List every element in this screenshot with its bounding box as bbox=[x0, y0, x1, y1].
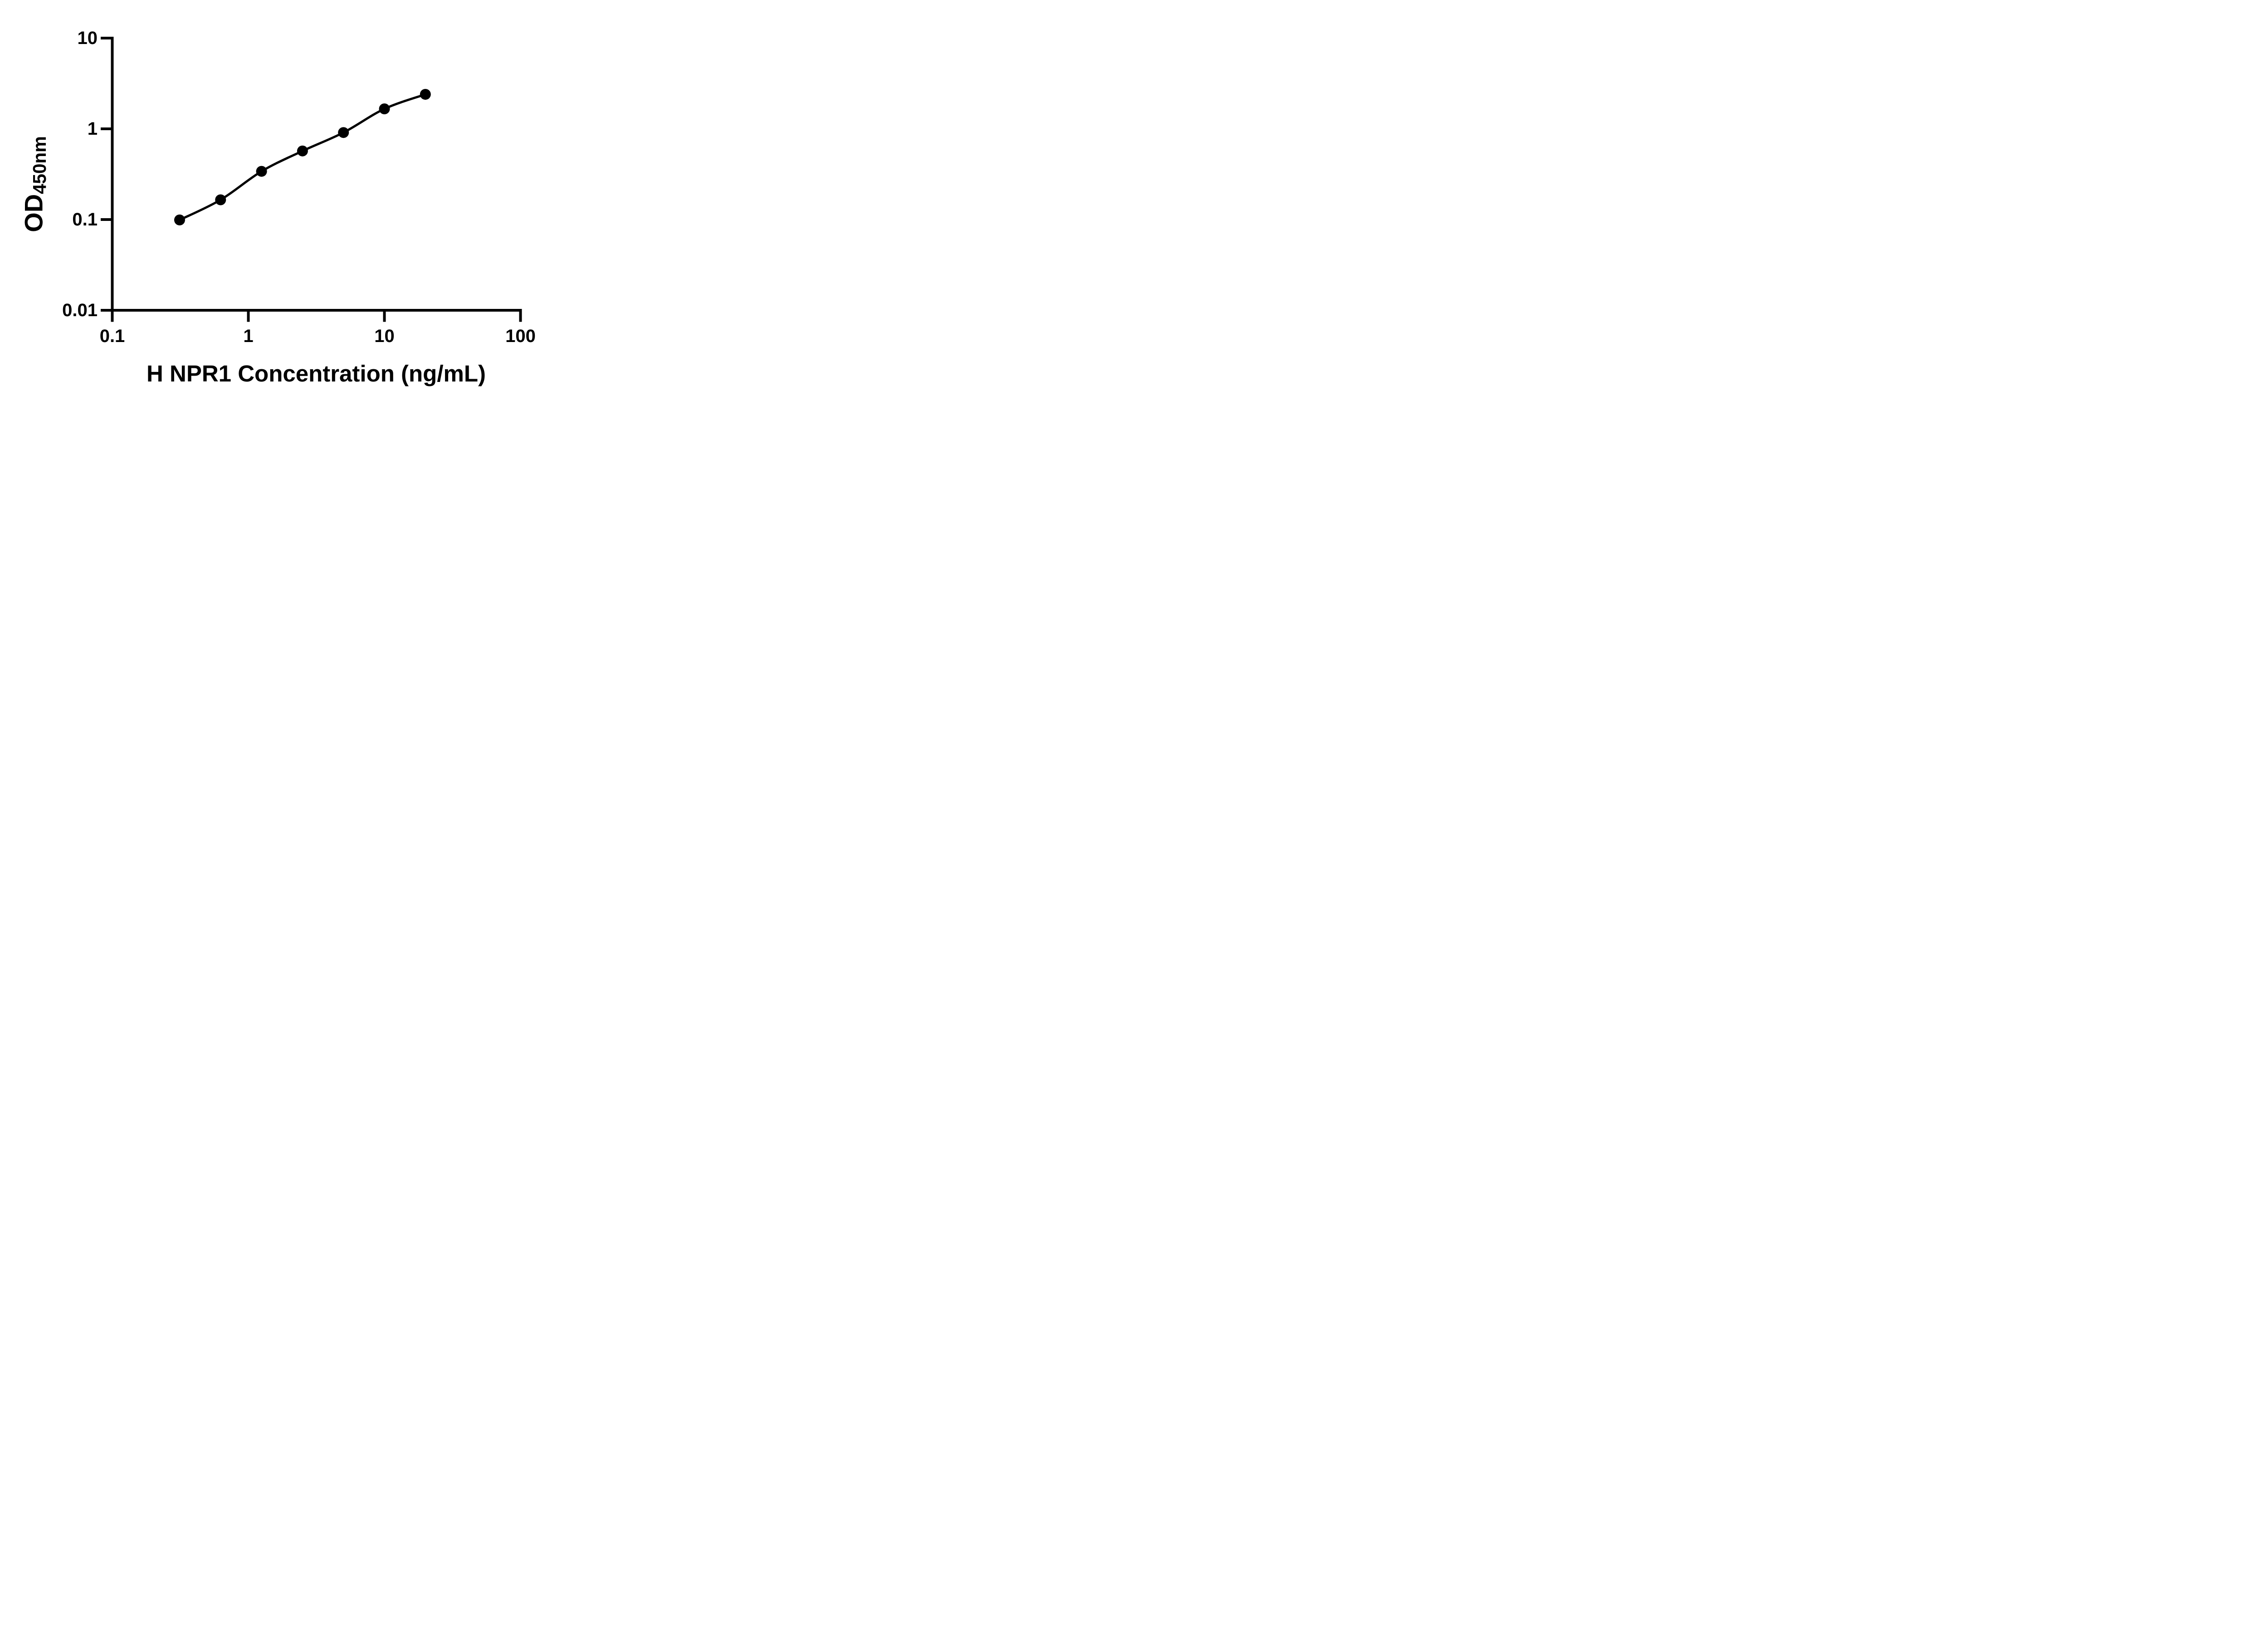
y-tick-mark bbox=[101, 127, 111, 130]
data-point-marker bbox=[338, 127, 349, 138]
x-tick-mark bbox=[383, 312, 386, 322]
data-point-marker bbox=[420, 88, 431, 100]
x-tick-mark bbox=[111, 312, 114, 322]
x-tick-mark bbox=[519, 312, 522, 322]
x-axis-title: H NPR1 Concentration (ng/mL) bbox=[147, 361, 486, 386]
data-point-marker bbox=[379, 103, 390, 114]
y-tick-label: 0.01 bbox=[62, 300, 98, 320]
x-tick-mark bbox=[247, 312, 250, 322]
data-point-marker bbox=[297, 145, 308, 156]
y-tick-label: 10 bbox=[77, 28, 98, 48]
y-tick-mark bbox=[101, 309, 111, 312]
y-axis-title-main: OD bbox=[19, 194, 48, 232]
y-axis-title-subscript: 450nm bbox=[29, 136, 50, 194]
x-axis-line bbox=[111, 309, 522, 312]
elisa-standard-curve-figure: OD450nm H NPR1 Concentration (ng/mL) 10 1… bbox=[0, 0, 583, 408]
y-tick-mark bbox=[101, 37, 111, 39]
y-tick-mark bbox=[101, 218, 111, 221]
data-point-marker bbox=[174, 214, 185, 225]
x-tick-label: 100 bbox=[505, 326, 536, 346]
y-axis-title: OD450nm bbox=[19, 136, 50, 232]
y-tick-label: 0.1 bbox=[72, 210, 98, 230]
y-tick-label: 1 bbox=[87, 119, 98, 139]
data-point-marker bbox=[215, 194, 226, 205]
x-tick-label: 0.1 bbox=[99, 326, 125, 346]
x-tick-label: 1 bbox=[243, 326, 254, 346]
plot-area bbox=[101, 37, 522, 322]
y-axis-line bbox=[111, 37, 114, 312]
x-tick-label: 10 bbox=[374, 326, 395, 346]
data-point-marker bbox=[256, 166, 267, 177]
